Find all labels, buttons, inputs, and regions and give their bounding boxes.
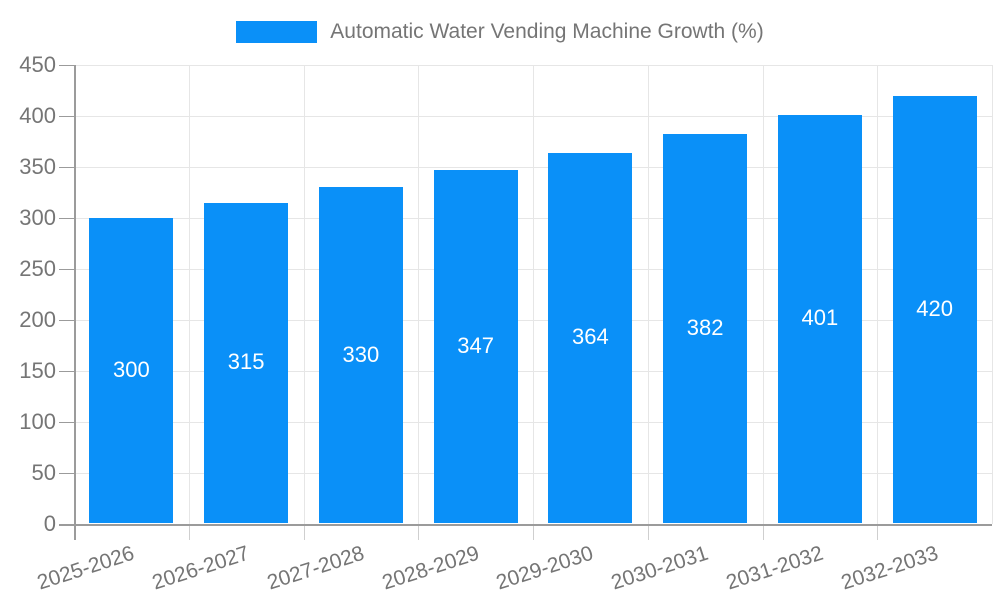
x-tick-mark: [418, 524, 420, 540]
x-gridline: [647, 65, 649, 524]
y-tick-mark: [59, 422, 74, 423]
x-gridline: [533, 65, 534, 524]
x-gridline: [418, 65, 420, 524]
x-tick-mark: [877, 524, 879, 540]
bar: [433, 170, 518, 523]
bar-value-label: 420: [916, 295, 953, 321]
bar-value-label: 300: [113, 357, 150, 382]
bar: [548, 152, 633, 523]
chart-legend: Automatic Water Vending Machine Growth (…: [0, 20, 1000, 44]
bar-value-label: 315: [227, 349, 265, 375]
y-tick-mark: [59, 65, 74, 66]
y-tick-mark: [59, 320, 74, 321]
x-tick-mark: [188, 524, 190, 540]
x-tick-mark: [533, 524, 534, 540]
y-axis-tick-label: 350: [19, 154, 56, 179]
x-gridline: [877, 65, 879, 524]
bar-value-label: 347: [457, 333, 494, 359]
x-gridline: [992, 65, 993, 524]
bar-value-label: 330: [342, 341, 380, 367]
x-gridline: [303, 65, 305, 524]
x-gridline: [762, 65, 764, 524]
x-axis-line: [59, 524, 992, 526]
bar-value-label: 401: [801, 305, 839, 331]
legend-label: Automatic Water Vending Machine Growth (…: [330, 20, 764, 43]
y-tick-mark: [59, 473, 74, 474]
y-tick-mark: [59, 218, 74, 219]
bar: [318, 187, 403, 523]
x-tick-mark: [647, 524, 649, 540]
y-axis-tick-label: 300: [19, 205, 56, 230]
y-axis-tick-label: 100: [19, 409, 56, 434]
y-axis-tick-label: 0: [43, 511, 56, 536]
y-axis-tick-label: 150: [19, 358, 56, 383]
bar-value-label: 364: [572, 324, 609, 350]
y-tick-mark: [59, 371, 74, 372]
x-tick-mark: [303, 524, 305, 540]
bar-value-label: 382: [686, 315, 724, 341]
y-axis-line: [74, 65, 76, 540]
y-tick-mark: [59, 167, 74, 168]
y-axis-tick-label: 450: [19, 52, 56, 77]
bar: [777, 114, 862, 523]
bar: [204, 202, 289, 523]
bar: [89, 218, 174, 523]
bar: [663, 134, 748, 523]
bar: [892, 95, 977, 523]
y-tick-mark: [59, 269, 74, 270]
y-tick-mark: [59, 116, 74, 117]
y-axis-tick-label: 400: [19, 103, 56, 128]
y-axis-tick-label: 250: [19, 256, 56, 281]
y-axis-tick-label: 200: [19, 307, 56, 332]
x-gridline: [188, 65, 190, 524]
legend-swatch: [236, 21, 318, 43]
y-axis-tick-label: 50: [31, 460, 56, 485]
x-tick-mark: [762, 524, 764, 540]
